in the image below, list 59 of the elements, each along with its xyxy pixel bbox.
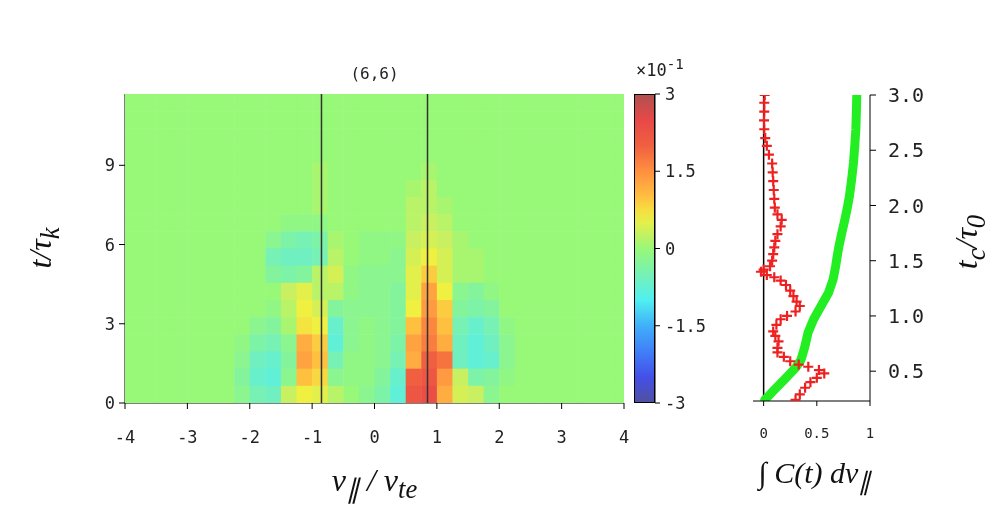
point — [766, 254, 779, 267]
y-tick-label: 6 — [104, 234, 115, 255]
point — [767, 175, 780, 188]
point — [763, 260, 777, 273]
point — [774, 220, 787, 233]
x-tick-label: 4 — [618, 427, 630, 448]
point — [758, 105, 771, 118]
color-bar-label: -1.5 — [665, 315, 706, 336]
x-tick-label: 3 — [556, 427, 567, 448]
point — [793, 388, 806, 401]
x-axis-title: v$_{∥}$ / v$_{te}$ — [330, 462, 419, 506]
point — [789, 305, 802, 318]
color-bar-label: 3 — [665, 84, 676, 105]
point — [770, 318, 783, 331]
point — [762, 148, 776, 161]
point — [780, 309, 794, 323]
color-bar-label: 0 — [665, 238, 676, 259]
point — [758, 123, 771, 136]
x-tick-label: 0 — [369, 427, 380, 448]
point — [767, 183, 780, 197]
x-tick-label: 1 — [865, 424, 875, 441]
point — [759, 131, 772, 145]
y-tick-label: 2.0 — [888, 193, 925, 218]
point — [766, 157, 779, 170]
x-tick-label: -4 — [114, 427, 136, 448]
x-tick-label: -3 — [177, 427, 198, 448]
point — [760, 139, 773, 152]
color-bar-title: ×10$^{-1}$ — [636, 56, 684, 80]
x-tick-label: -2 — [239, 427, 260, 448]
y-tick-label: 0.5 — [888, 359, 925, 384]
point — [768, 192, 781, 205]
y-tick-label: 2.5 — [888, 138, 925, 163]
y-tick-label: 1.5 — [888, 248, 925, 273]
point — [768, 241, 781, 254]
y-tick-label: 0 — [104, 393, 115, 414]
point — [758, 96, 771, 109]
x-tick-label: 2 — [494, 427, 505, 448]
point — [799, 381, 812, 394]
x-axis-title: ∫ C(t) dv$_{∥}$ — [756, 456, 873, 496]
y-tick-label: 1.0 — [888, 304, 925, 329]
point — [810, 371, 823, 384]
y-tick-label: 3.0 — [888, 83, 925, 108]
x-tick-label: 0 — [759, 424, 768, 441]
x-tick-label: 1 — [431, 427, 442, 448]
point — [774, 313, 787, 326]
chart-title: (6,6) — [349, 64, 400, 83]
x-tick-label: 0.5 — [804, 424, 830, 441]
point — [771, 228, 784, 241]
color-bar-label: 1.5 — [665, 161, 696, 182]
point — [804, 376, 817, 389]
point — [766, 166, 779, 179]
x-tick-label: -1 — [301, 427, 323, 448]
color-bar-label: -3 — [665, 393, 686, 414]
y-tick-label: 9 — [104, 155, 115, 176]
point — [757, 114, 771, 127]
point — [769, 234, 782, 247]
point — [802, 360, 815, 373]
point — [767, 247, 780, 261]
y-tick-label: 3 — [104, 313, 115, 334]
